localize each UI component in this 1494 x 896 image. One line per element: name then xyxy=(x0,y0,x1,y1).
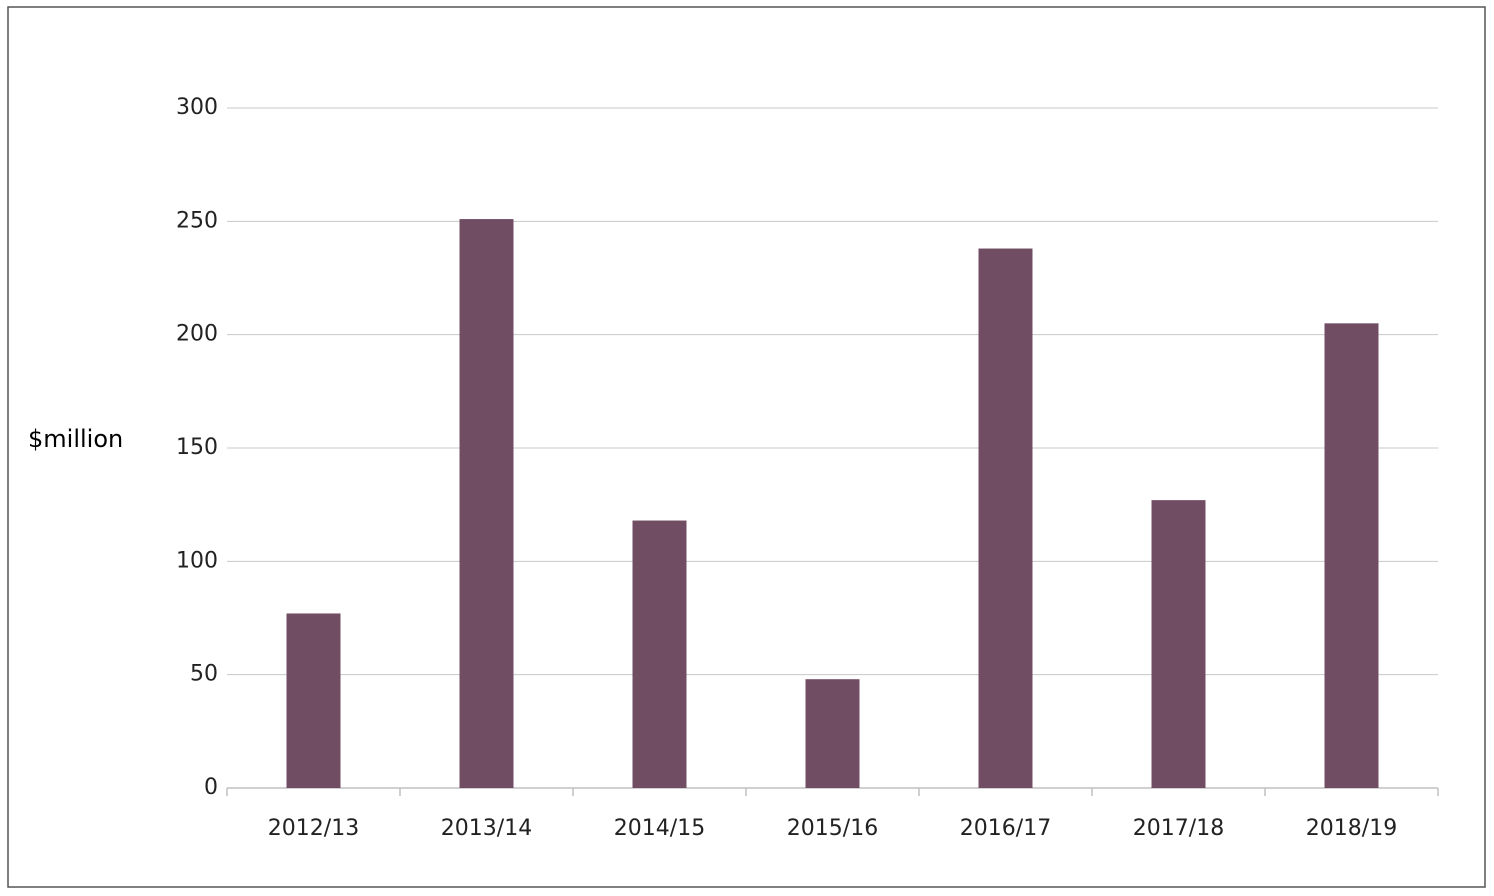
bar xyxy=(632,520,687,788)
x-tick-label: 2015/16 xyxy=(787,816,878,841)
x-tick-label: 2013/14 xyxy=(441,816,532,841)
y-tick-label: 300 xyxy=(176,95,218,120)
x-tick-label: 2012/13 xyxy=(268,816,359,841)
y-axis-label: $million xyxy=(28,425,123,453)
x-tick-label: 2016/17 xyxy=(960,816,1051,841)
y-tick-label: 50 xyxy=(190,662,218,687)
bar xyxy=(459,219,514,789)
bar xyxy=(978,248,1033,789)
y-tick-label: 0 xyxy=(204,775,218,800)
y-tick-label: 100 xyxy=(176,548,218,573)
bar xyxy=(1151,500,1206,788)
bar xyxy=(805,679,860,788)
x-tick-label: 2018/19 xyxy=(1306,816,1397,841)
y-tick-label: 250 xyxy=(176,208,218,233)
y-tick-label: 150 xyxy=(176,435,218,460)
x-tick-label: 2017/18 xyxy=(1133,816,1224,841)
y-tick-label: 200 xyxy=(176,322,218,347)
x-tick-label: 2014/15 xyxy=(614,816,705,841)
bar xyxy=(1324,323,1379,788)
bar xyxy=(286,613,341,788)
chart-frame xyxy=(7,6,1486,888)
